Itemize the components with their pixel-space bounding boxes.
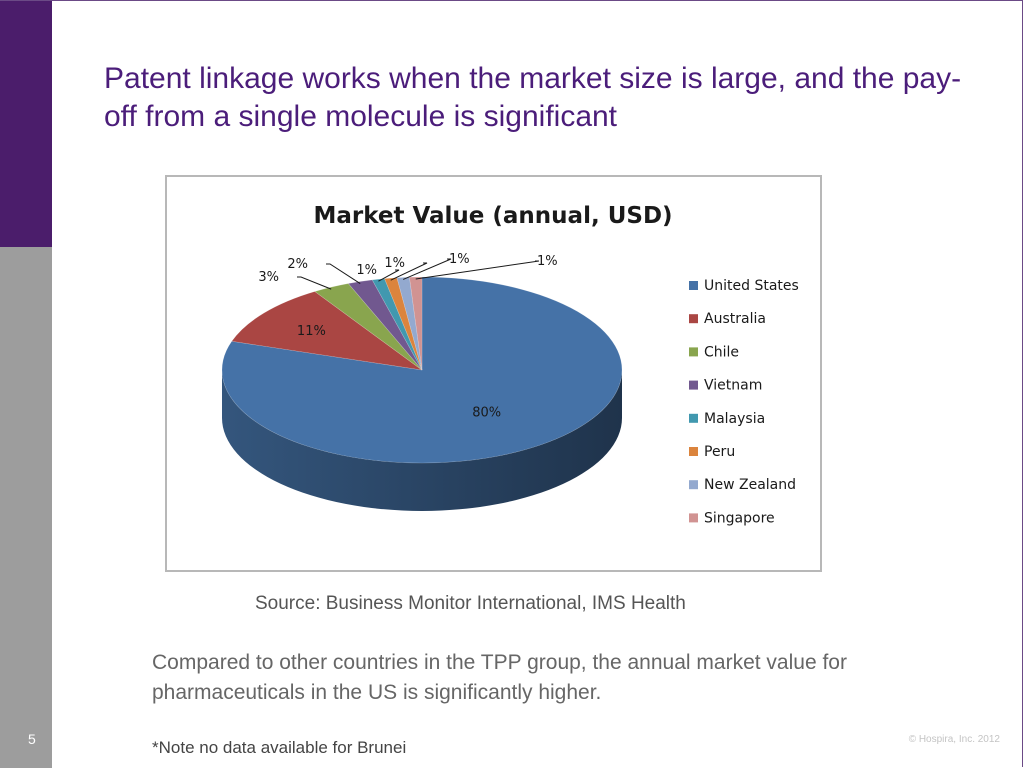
- pie-label-new-zealand: 1%: [449, 252, 470, 267]
- leader-line-peru: [390, 262, 428, 281]
- pie-label-australia: 11%: [297, 324, 326, 339]
- pie-chart: Market Value (annual, USD) 80% 11% 3% 2% 1% 1…: [165, 175, 822, 572]
- pie-label-vietnam: 2%: [287, 257, 308, 272]
- pie-slice-malaysia: [371, 278, 423, 371]
- legend-label-united-states: United States: [704, 278, 799, 294]
- legend-swatch-new-zealand: [689, 480, 698, 490]
- legend-swatch-australia: [689, 314, 698, 324]
- chart-canvas: Market Value (annual, USD) 80% 11% 3% 2% 1% 1…: [221, 203, 799, 526]
- legend-swatch-vietnam: [689, 380, 698, 390]
- leader-line-vietnam: [326, 263, 361, 284]
- legend-label-vietnam: Vietnam: [704, 378, 762, 394]
- legend-swatch-peru: [689, 447, 698, 456]
- legend-label-malaysia: Malaysia: [704, 411, 765, 427]
- leader-line-new-zealand: [402, 258, 452, 280]
- pie-labels: 80% 11% 3% 2% 1% 1% 1% 1%: [258, 252, 557, 420]
- pie-label-chile: 3%: [258, 270, 279, 285]
- body-text: Compared to other countries in the TPP g…: [152, 651, 847, 704]
- pie-slice-chile: [314, 283, 423, 371]
- pie-tops: [221, 276, 623, 464]
- legend-swatch-singapore: [689, 513, 698, 523]
- pie-side-united-states: [222, 370, 622, 511]
- pie-slice-united-states: [221, 276, 623, 464]
- legend-swatch-chile: [689, 347, 698, 357]
- leader-line-malaysia: [378, 269, 400, 282]
- legend-label-new-zealand: New Zealand: [704, 477, 796, 493]
- pie-slice-australia: [231, 291, 423, 371]
- pie-label-malaysia: 1%: [356, 263, 377, 278]
- copyright: © Hospira, Inc. 2012: [908, 734, 1000, 745]
- legend-label-chile: Chile: [704, 344, 739, 360]
- footnote: *Note no data available for Brunei: [152, 738, 407, 757]
- pie-leader-lines: [297, 258, 540, 290]
- pie-slice-vietnam: [347, 279, 423, 371]
- pie-label-singapore: 1%: [537, 254, 558, 269]
- legend-swatch-malaysia: [689, 413, 698, 423]
- pie-sides: [222, 370, 622, 511]
- legend-label-peru: Peru: [704, 444, 735, 460]
- source-note: Source: Business Monitor International, …: [255, 593, 686, 614]
- slide-number: 5: [28, 731, 36, 747]
- slide-title: Patent linkage works when the market siz…: [104, 62, 962, 133]
- pie-label-united-states: 80%: [472, 405, 501, 420]
- legend-swatch-united-states: [689, 281, 698, 290]
- legend-label-australia: Australia: [704, 311, 766, 327]
- sidebar-gray-bar: [0, 247, 52, 768]
- leader-line-singapore: [415, 260, 540, 280]
- chart-legend: United States Australia Chile Vietnam Malays…: [689, 278, 799, 526]
- sidebar-accent-bar: [0, 0, 52, 247]
- leader-line-chile: [297, 276, 332, 290]
- legend-label-singapore: Singapore: [704, 510, 775, 526]
- chart-title: Market Value (annual, USD): [313, 203, 672, 229]
- pie-label-peru: 1%: [384, 256, 405, 271]
